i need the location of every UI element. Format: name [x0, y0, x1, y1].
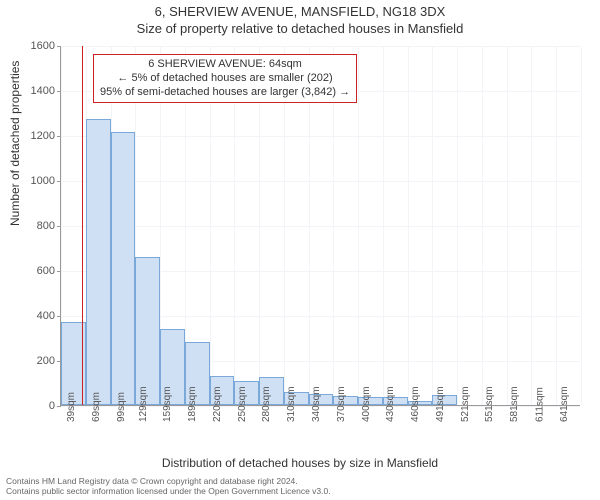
histogram-bar — [86, 119, 111, 405]
x-tick-label: 521sqm — [456, 386, 471, 422]
x-tick-label: 69sqm — [87, 392, 102, 422]
y-tick-label: 200 — [37, 355, 61, 367]
y-tick-label: 400 — [37, 310, 61, 322]
gridline-horizontal — [61, 226, 580, 227]
y-tick-label: 1200 — [31, 130, 61, 142]
gridline-horizontal — [61, 136, 580, 137]
gridline-vertical — [581, 46, 582, 405]
y-tick-label: 800 — [37, 220, 61, 232]
x-tick-label: 340sqm — [307, 386, 322, 422]
callout-box: 6 SHERVIEW AVENUE: 64sqm← 5% of detached… — [93, 54, 357, 103]
callout-line-3: 95% of semi-detached houses are larger (… — [100, 86, 350, 100]
x-tick-label: 611sqm — [530, 387, 545, 422]
x-tick-label: 99sqm — [112, 392, 127, 422]
x-tick-label: 39sqm — [62, 392, 77, 422]
y-tick-label: 1400 — [31, 85, 61, 97]
x-axis-label: Distribution of detached houses by size … — [0, 456, 600, 470]
gridline-horizontal — [61, 46, 580, 47]
x-tick-label: 129sqm — [134, 386, 149, 422]
footer-line-1: Contains HM Land Registry data © Crown c… — [6, 476, 331, 486]
x-tick-label: 189sqm — [183, 386, 198, 422]
histogram-bar — [111, 132, 136, 405]
property-marker-line — [82, 46, 83, 405]
footer-attribution: Contains HM Land Registry data © Crown c… — [6, 476, 331, 496]
footer-line-2: Contains public sector information licen… — [6, 486, 331, 496]
x-tick-label: 551sqm — [481, 386, 496, 422]
x-tick-label: 581sqm — [505, 386, 520, 422]
plot-inner: 0200400600800100012001400160039sqm69sqm9… — [60, 46, 580, 406]
y-axis-label: Number of detached properties — [8, 61, 22, 226]
x-tick-label: 280sqm — [258, 386, 273, 422]
callout-line-1: 6 SHERVIEW AVENUE: 64sqm — [100, 58, 350, 72]
histogram-bar — [135, 257, 160, 406]
x-tick-label: 460sqm — [406, 386, 421, 422]
x-tick-label: 430sqm — [381, 386, 396, 422]
x-tick-label: 159sqm — [159, 386, 174, 422]
y-tick-label: 0 — [49, 400, 61, 412]
y-tick-label: 1600 — [31, 40, 61, 52]
x-tick-label: 491sqm — [431, 386, 446, 422]
chart-container: 6, SHERVIEW AVENUE, MANSFIELD, NG18 3DX … — [0, 0, 600, 500]
x-tick-label: 400sqm — [357, 386, 372, 422]
x-tick-label: 641sqm — [555, 386, 570, 422]
chart-title: 6, SHERVIEW AVENUE, MANSFIELD, NG18 3DX — [0, 0, 600, 19]
x-tick-label: 220sqm — [208, 386, 223, 422]
chart-subtitle: Size of property relative to detached ho… — [0, 19, 600, 36]
y-tick-label: 600 — [37, 265, 61, 277]
gridline-horizontal — [61, 181, 580, 182]
y-tick-label: 1000 — [31, 175, 61, 187]
callout-line-2: ← 5% of detached houses are smaller (202… — [100, 72, 350, 86]
x-tick-label: 250sqm — [233, 386, 248, 422]
x-tick-label: 310sqm — [282, 386, 297, 422]
x-tick-label: 370sqm — [332, 386, 347, 422]
plot-area: 0200400600800100012001400160039sqm69sqm9… — [60, 46, 580, 406]
